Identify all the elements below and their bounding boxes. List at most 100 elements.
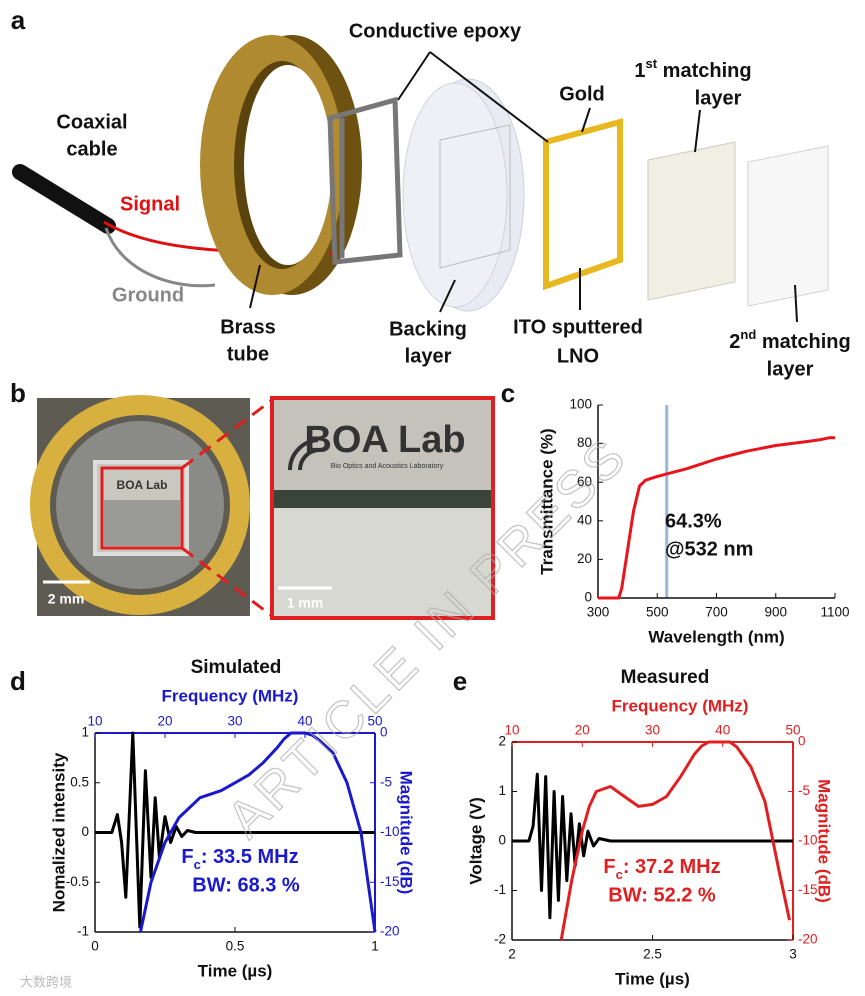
y-tick-label: -1 — [77, 924, 89, 939]
x2-axis-label: Frequency (MHz) — [612, 696, 749, 715]
x-tick-label: 2.5 — [643, 947, 662, 962]
x-tick-label: 500 — [646, 605, 669, 620]
y-tick-label: 100 — [569, 397, 592, 412]
leader-lines — [249, 51, 798, 323]
label: Brass — [220, 316, 276, 338]
label: layer — [405, 345, 452, 367]
chart-title: Simulated — [191, 657, 282, 678]
y2-tick-label: -10 — [798, 833, 818, 848]
y-tick-label: 0 — [584, 590, 592, 605]
x-tick-label: 1 — [371, 939, 379, 954]
annotation: @532 nm — [665, 538, 753, 560]
y-tick-label: 80 — [577, 435, 592, 450]
panel-label: b — [10, 378, 26, 408]
y-tick-label: -0.5 — [66, 874, 89, 889]
text-part: F — [603, 856, 615, 878]
label: 2nd matching — [729, 327, 850, 353]
y-tick-label: 0 — [81, 824, 89, 839]
label: ITO sputtered — [513, 316, 643, 338]
y-tick-label: 2 — [498, 734, 506, 749]
series-line — [95, 731, 375, 929]
y2-tick-label: -20 — [798, 932, 818, 947]
text-part: nd — [740, 327, 756, 342]
y-tick-label: 0.5 — [70, 774, 89, 789]
x-tick-label: 3 — [789, 947, 797, 962]
y2-tick-label: -15 — [380, 874, 400, 889]
scale-label: 1 mm — [287, 595, 324, 611]
x-tick-label: 300 — [587, 605, 610, 620]
logo: BOA Lab — [117, 478, 168, 492]
text-part: matching — [657, 60, 751, 82]
annotation: Fc: 33.5 MHz — [181, 846, 298, 872]
y2-tick-label: -15 — [798, 882, 818, 897]
x-tick-label: 2 — [508, 947, 516, 962]
text-part: 2 — [729, 331, 740, 353]
y-tick-label: 20 — [577, 551, 592, 566]
logo: BOA Lab — [304, 419, 465, 461]
x-axis-label: Time (µs) — [198, 961, 273, 980]
matching-layer-2 — [747, 145, 829, 307]
chart-title: Measured — [621, 667, 710, 688]
y2-tick-label: -5 — [380, 774, 392, 789]
text-part: st — [646, 56, 658, 71]
x2-tick-label: 40 — [715, 723, 730, 738]
label: Conductive epoxy — [349, 20, 522, 42]
x-tick-label: 900 — [764, 605, 787, 620]
y2-tick-label: -10 — [380, 824, 400, 839]
y-tick-label: 40 — [577, 512, 592, 527]
y2-axis-label: Magnitude (dB) — [397, 771, 416, 895]
x-tick-label: 0 — [91, 939, 99, 954]
coax-cable — [12, 164, 116, 234]
text-part: matching — [756, 331, 850, 353]
y-axis-label: Transmittance (%) — [537, 428, 556, 574]
x2-tick-label: 10 — [504, 723, 519, 738]
label: Gold — [559, 83, 605, 105]
x-axis-label: Wavelength (nm) — [648, 627, 784, 646]
label: Backing — [389, 318, 467, 340]
series-line — [512, 772, 793, 920]
text-part: : 33.5 MHz — [201, 846, 299, 868]
text-part: c — [616, 867, 623, 882]
source-mark: 大数跨境 — [20, 976, 72, 991]
photo-right — [181, 396, 495, 620]
electrode-frame — [327, 96, 403, 265]
x-axis-label: Time (µs) — [615, 969, 690, 988]
x2-tick-label: 50 — [367, 714, 382, 729]
scale-label: 2 mm — [48, 591, 85, 607]
backing-face — [402, 82, 508, 308]
matching-layer-1 — [647, 141, 736, 301]
series-line — [139, 731, 377, 933]
x2-tick-label: 40 — [297, 714, 312, 729]
x2-tick-label: 50 — [785, 723, 800, 738]
x-tick-label: 0.5 — [226, 939, 245, 954]
annotation: BW: 52.2 % — [608, 884, 716, 906]
panel-label: d — [10, 666, 26, 696]
series-line — [598, 436, 835, 600]
y-tick-label: 1 — [81, 725, 89, 740]
tube-inner — [244, 65, 332, 265]
label: LNO — [557, 345, 599, 367]
y-axis-label: Nomalized intensity — [49, 752, 68, 912]
x2-tick-label: 20 — [157, 714, 172, 729]
y-tick-label: 60 — [577, 474, 592, 489]
panel-label: e — [453, 666, 467, 696]
panel-label: a — [11, 5, 26, 35]
device-illustration — [12, 35, 829, 323]
annotation: BW: 68.3 % — [192, 874, 300, 896]
x2-tick-label: 20 — [575, 723, 590, 738]
x-tick-label: 1100 — [820, 605, 849, 620]
y2-tick-label: 0 — [798, 734, 806, 749]
label: Signal — [120, 193, 180, 215]
backing-frame — [439, 124, 511, 269]
text-part: c — [194, 857, 201, 872]
y-tick-label: 0 — [498, 833, 506, 848]
text-part: : 37.2 MHz — [623, 856, 721, 878]
label: Ground — [112, 284, 184, 306]
label: tube — [227, 343, 269, 365]
annotation: Fc: 37.2 MHz — [603, 856, 720, 882]
y-axis-label: Voltage (V) — [466, 797, 485, 885]
panel-label: c — [501, 378, 515, 408]
gold-lno — [543, 118, 623, 291]
y2-tick-label: 0 — [380, 725, 388, 740]
